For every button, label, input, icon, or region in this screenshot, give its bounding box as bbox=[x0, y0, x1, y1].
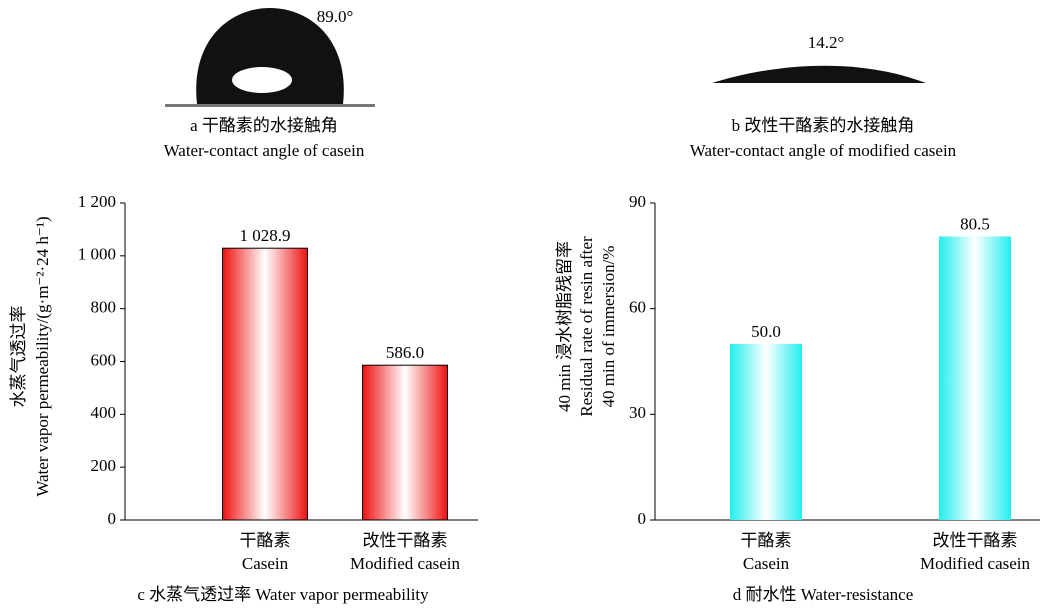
x-tick-label: Modified casein bbox=[350, 554, 460, 573]
angle-label: 14.2° bbox=[808, 33, 845, 52]
x-tick-label: 改性干酪素 bbox=[363, 531, 448, 550]
y-axis-label: 40 min of immersion/% bbox=[599, 246, 618, 408]
y-axis-label: 水蒸气透过率 bbox=[9, 306, 28, 408]
value-label: 80.5 bbox=[960, 214, 990, 233]
caption: c 水蒸气透过率 Water vapor permeability bbox=[137, 585, 429, 604]
caption: Water-contact angle of casein bbox=[164, 141, 365, 160]
x-tick-label: Casein bbox=[242, 554, 289, 573]
y-tick-label: 1 000 bbox=[78, 245, 116, 264]
y-tick-label: 200 bbox=[91, 456, 117, 475]
caption: a 干酪素的水接触角 bbox=[190, 116, 338, 135]
y-tick-label: 600 bbox=[91, 350, 117, 369]
bar bbox=[222, 247, 308, 521]
value-label: 50.0 bbox=[751, 322, 781, 341]
y-tick-label: 90 bbox=[629, 192, 646, 211]
x-tick-label: 干酪素 bbox=[741, 531, 792, 550]
y-tick-label: 800 bbox=[91, 298, 117, 317]
y-tick-label: 30 bbox=[629, 403, 646, 422]
x-tick-label: Modified casein bbox=[920, 554, 1030, 573]
y-tick-label: 0 bbox=[638, 509, 647, 528]
caption: b 改性干酪素的水接触角 bbox=[732, 116, 915, 135]
value-label: 586.0 bbox=[386, 343, 424, 362]
value-label: 1 028.9 bbox=[240, 226, 291, 245]
x-tick-label: 干酪素 bbox=[240, 531, 291, 550]
bar bbox=[939, 236, 1011, 520]
x-tick-label: 改性干酪素 bbox=[933, 531, 1018, 550]
y-axis-label: Water vapor permeability/(g·m⁻²·24 h⁻¹) bbox=[33, 216, 52, 496]
y-tick-label: 400 bbox=[91, 403, 117, 422]
caption: Water-contact angle of modified casein bbox=[690, 141, 957, 160]
y-axis-label: Residual rate of resin after bbox=[577, 236, 596, 417]
x-tick-label: Casein bbox=[743, 554, 790, 573]
caption: d 耐水性 Water-resistance bbox=[733, 585, 914, 604]
angle-label: 89.0° bbox=[317, 7, 354, 26]
droplet-a bbox=[165, 8, 375, 107]
y-axis-label: 40 min 浸水树脂残留率 bbox=[555, 241, 574, 412]
y-tick-label: 0 bbox=[108, 509, 117, 528]
bar bbox=[362, 364, 448, 521]
bar bbox=[730, 343, 802, 520]
droplet-b bbox=[712, 65, 926, 83]
y-tick-label: 60 bbox=[629, 298, 646, 317]
y-tick-label: 1 200 bbox=[78, 192, 116, 211]
